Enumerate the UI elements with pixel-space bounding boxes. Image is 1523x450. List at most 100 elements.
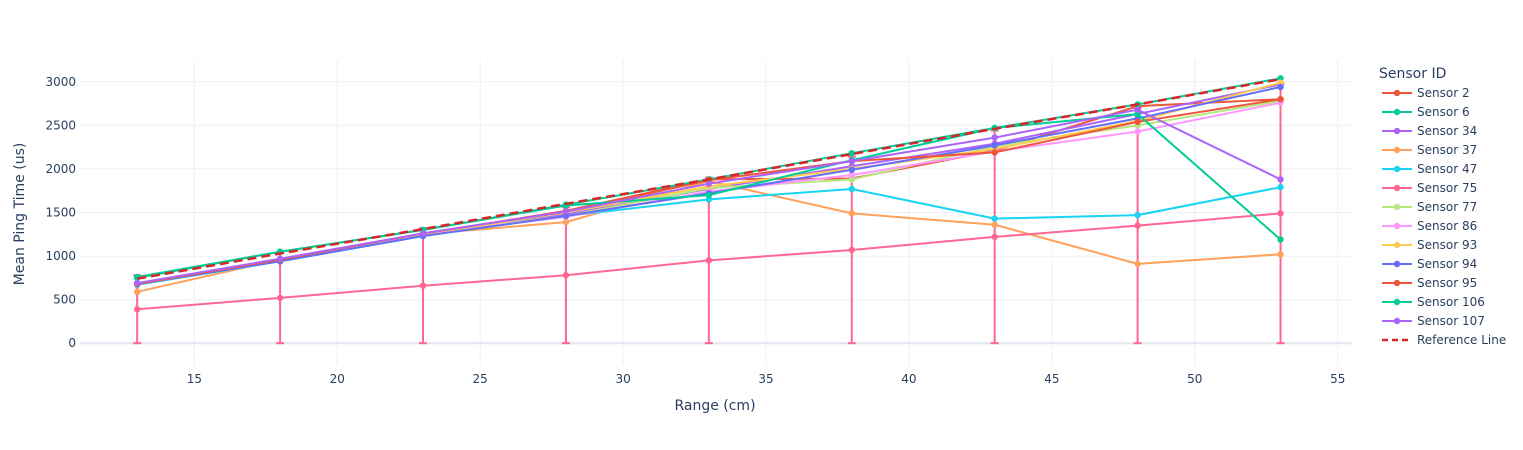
legend-marker — [1393, 165, 1401, 173]
data-point — [848, 166, 855, 173]
legend-marker — [1393, 89, 1401, 97]
y-tick-label: 500 — [53, 293, 76, 307]
legend-marker — [1393, 298, 1401, 306]
data-point — [133, 279, 141, 287]
y-tick-label: 2000 — [45, 162, 76, 176]
legend-label: Sensor 47 — [1417, 162, 1477, 176]
y-tick-label: 1500 — [45, 206, 76, 220]
data-point — [848, 157, 855, 165]
legend-marker — [1393, 127, 1401, 135]
legend-label: Sensor 106 — [1417, 295, 1485, 309]
legend-label: Sensor 77 — [1417, 200, 1477, 214]
legend-label: Sensor 94 — [1417, 257, 1477, 271]
data-point — [419, 282, 427, 289]
data-point — [562, 272, 570, 279]
legend-label: Sensor 34 — [1417, 124, 1477, 138]
legend: Sensor ID Sensor 2 Sensor 6 Sensor 34 Senso… — [1379, 66, 1506, 347]
data-point — [276, 294, 284, 302]
x-tick-label: 25 — [473, 372, 488, 386]
legend-item[interactable]: Sensor 47 — [1382, 162, 1477, 176]
legend-label: Sensor 2 — [1417, 86, 1470, 100]
x-tick-label: 15 — [187, 372, 202, 386]
data-point — [991, 221, 998, 228]
legend-marker — [1393, 317, 1401, 325]
data-point — [705, 257, 713, 264]
x-tick-label: 40 — [901, 372, 916, 386]
x-tick-label: 35 — [758, 372, 773, 386]
legend-label: Sensor 37 — [1417, 143, 1477, 157]
data-point — [1277, 236, 1284, 243]
data-point — [419, 230, 427, 237]
data-point — [1134, 211, 1141, 219]
data-point — [1134, 128, 1141, 135]
data-point — [1277, 176, 1284, 183]
legend-label: Sensor 93 — [1417, 238, 1477, 252]
series-reference-line — [136, 77, 1281, 280]
data-point — [1277, 251, 1284, 258]
legend-item[interactable]: Sensor 106 — [1382, 295, 1485, 309]
legend-item[interactable]: Sensor 86 — [1382, 219, 1477, 233]
legend-item[interactable]: Sensor 34 — [1382, 124, 1477, 138]
data-point — [848, 171, 855, 179]
legend-marker — [1393, 184, 1401, 192]
legend-marker — [1393, 146, 1401, 154]
data-point — [1134, 106, 1141, 113]
data-point — [1277, 184, 1284, 191]
data-point — [848, 246, 855, 254]
y-tick-label: 1000 — [45, 249, 76, 263]
series-line — [136, 77, 1281, 280]
x-tick-label: 55 — [1330, 372, 1345, 386]
y-tick-label: 2500 — [45, 118, 76, 132]
legend-item[interactable]: Sensor 93 — [1382, 238, 1477, 252]
legend-marker — [1393, 203, 1401, 211]
series-layer — [133, 75, 1285, 345]
data-point — [562, 218, 570, 226]
y-tick-label: 3000 — [45, 75, 76, 89]
legend-item[interactable]: Sensor 6 — [1382, 105, 1470, 119]
legend-item[interactable]: Sensor 95 — [1382, 276, 1477, 290]
data-point — [1134, 260, 1141, 268]
legend-item[interactable]: Reference Line — [1382, 333, 1506, 347]
legend-item[interactable]: Sensor 107 — [1382, 314, 1485, 328]
data-point — [991, 149, 998, 156]
data-point — [1277, 210, 1284, 217]
data-point — [705, 180, 713, 187]
data-point — [1277, 96, 1284, 103]
series-sensor-75 — [133, 210, 1284, 313]
data-point — [991, 142, 998, 149]
legend-label: Sensor 75 — [1417, 181, 1477, 195]
data-point — [848, 185, 855, 193]
legend-marker — [1393, 260, 1401, 268]
data-point — [133, 306, 141, 313]
data-point — [1277, 83, 1284, 91]
legend-item[interactable]: Sensor 75 — [1382, 181, 1477, 195]
legend-marker — [1393, 279, 1401, 287]
data-point — [991, 233, 998, 241]
data-point — [1134, 118, 1141, 126]
legend-item[interactable]: Sensor 2 — [1382, 86, 1470, 100]
legend-label: Sensor 86 — [1417, 219, 1477, 233]
legend-marker — [1393, 222, 1401, 230]
legend-marker — [1393, 108, 1401, 116]
x-tick-label: 50 — [1187, 372, 1202, 386]
data-point — [133, 288, 141, 295]
data-point — [848, 150, 855, 157]
y-tick-label: 0 — [68, 336, 76, 350]
legend-marker — [1393, 241, 1401, 249]
series-sensor-107 — [133, 106, 1284, 287]
data-point — [991, 134, 998, 141]
data-point — [705, 191, 713, 199]
x-tick-label: 30 — [615, 372, 630, 386]
x-tick-label: 45 — [1044, 372, 1059, 386]
legend-title: Sensor ID — [1379, 66, 1446, 82]
data-point — [848, 210, 855, 217]
legend-item[interactable]: Sensor 37 — [1382, 143, 1477, 157]
data-point — [276, 255, 284, 262]
legend-label: Sensor 6 — [1417, 105, 1470, 119]
legend-item[interactable]: Sensor 94 — [1382, 257, 1477, 271]
data-point — [562, 208, 570, 215]
legend-label: Reference Line — [1417, 333, 1506, 347]
legend-item[interactable]: Sensor 77 — [1382, 200, 1477, 214]
data-point — [991, 215, 998, 222]
